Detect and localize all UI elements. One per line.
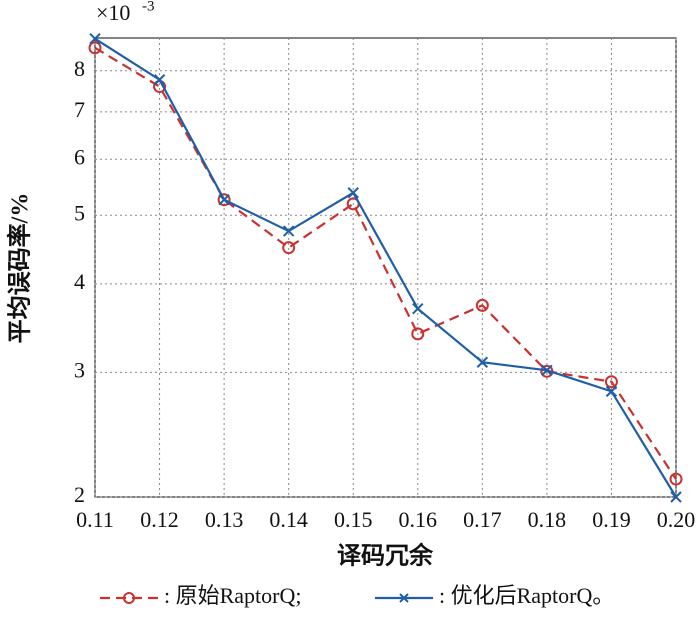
y-tick-label: 3 — [74, 357, 85, 382]
x-tick-label: 0.20 — [657, 507, 696, 532]
legend-label: : 原始RaptorQ; — [164, 583, 302, 608]
y-tick-label: 2 — [74, 482, 85, 507]
marker — [412, 302, 424, 315]
line — [94, 37, 677, 498]
marker — [153, 74, 166, 86]
line — [94, 46, 677, 480]
marker — [604, 375, 618, 389]
marker — [347, 187, 359, 199]
marker — [475, 298, 489, 312]
y-tick-label: 5 — [74, 200, 85, 225]
x-tick-label: 0.11 — [76, 507, 114, 532]
x-tick-label: 0.19 — [592, 507, 631, 532]
legend-marker — [399, 593, 409, 603]
y-axis-title: 平均误码率/% — [6, 193, 34, 344]
marker — [605, 385, 618, 398]
y-tick-label: 4 — [74, 269, 85, 294]
y-tick-label: 6 — [74, 144, 85, 169]
legend-label: : 优化后RaptorQ。 — [439, 583, 614, 608]
marker — [282, 241, 296, 255]
x-tick-label: 0.14 — [269, 507, 308, 532]
y-tick-label: 8 — [74, 56, 85, 81]
marker — [669, 472, 683, 486]
marker — [88, 41, 102, 55]
y-multiplier: ×10 — [96, 0, 130, 25]
marker — [218, 193, 230, 206]
x-tick-label: 0.12 — [140, 507, 179, 532]
marker — [411, 327, 425, 341]
marker — [476, 356, 489, 368]
x-tick-label: 0.17 — [463, 507, 502, 532]
marker — [217, 193, 231, 207]
marker — [89, 32, 101, 45]
y-tick-label: 7 — [74, 97, 85, 122]
legend-marker — [123, 592, 135, 604]
x-tick-label: 0.13 — [205, 507, 244, 532]
marker — [282, 225, 295, 237]
marker — [670, 491, 682, 503]
x-axis-title: 译码冗余 — [337, 542, 434, 570]
x-tick-label: 0.16 — [399, 507, 438, 532]
marker — [541, 364, 553, 377]
y-exponent: -3 — [142, 0, 155, 14]
x-tick-label: 0.15 — [334, 507, 373, 532]
x-tick-label: 0.18 — [528, 507, 567, 532]
